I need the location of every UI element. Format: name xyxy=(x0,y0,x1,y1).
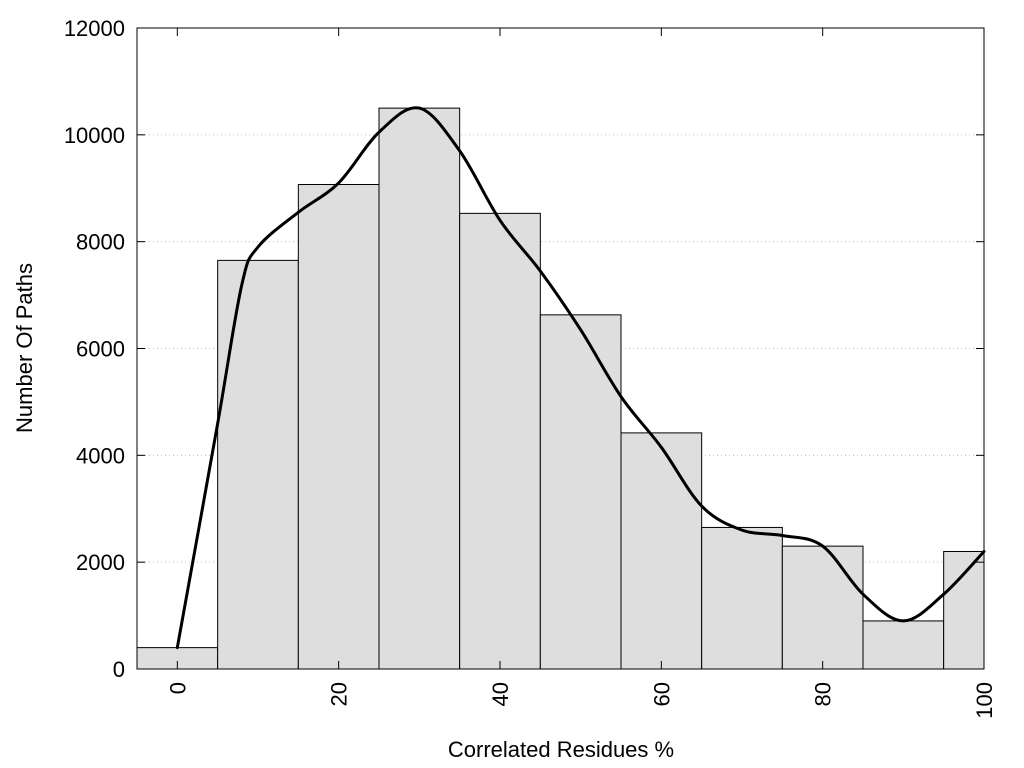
x-tick-label: 20 xyxy=(327,682,352,706)
x-tick-label: 0 xyxy=(165,682,190,694)
y-tick-label: 12000 xyxy=(64,16,125,41)
y-axis-label: Number Of Paths xyxy=(12,263,37,433)
histogram-bar xyxy=(701,526,783,670)
x-tick-label: 60 xyxy=(649,682,674,706)
x-tick-label: 80 xyxy=(811,682,836,706)
y-tick-label: 4000 xyxy=(76,443,125,468)
histogram-bar xyxy=(459,212,541,670)
y-tick-label: 8000 xyxy=(76,230,125,255)
x-tick-label: 40 xyxy=(488,682,513,706)
histogram-bar xyxy=(862,620,945,670)
y-tick-label: 2000 xyxy=(76,550,125,575)
y-axis-ticks: 0 2000 4000 6000 8000 10000 12000 xyxy=(64,16,984,682)
y-tick-label: 10000 xyxy=(64,123,125,148)
x-axis-label: Correlated Residues % xyxy=(448,737,674,762)
histogram-bar xyxy=(297,184,380,670)
histogram-bar xyxy=(539,314,622,670)
y-tick-label: 0 xyxy=(113,657,125,682)
histogram-bar xyxy=(781,545,864,670)
histogram-bar xyxy=(943,550,985,670)
histogram-bar xyxy=(378,107,461,670)
density-curve xyxy=(175,106,986,650)
histogram-bar xyxy=(620,432,703,670)
x-tick-label: 100 xyxy=(972,682,997,719)
y-tick-label: 6000 xyxy=(76,337,125,362)
histogram-bar xyxy=(217,259,299,670)
histogram-bars xyxy=(136,107,985,670)
x-axis-ticks: 0 20 40 60 80 100 xyxy=(165,28,997,719)
